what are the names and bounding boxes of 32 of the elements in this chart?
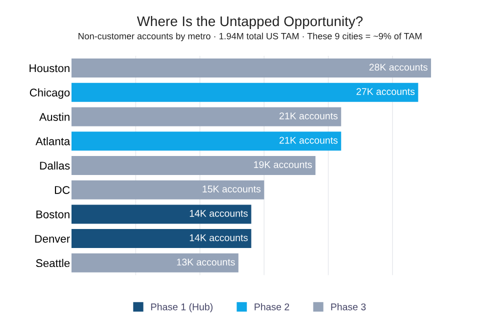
data-label: 13K accounts [177,258,235,266]
y-tick-label: Chicago [30,88,70,99]
bar [72,253,238,272]
y-tick-label: Atlanta [36,137,70,146]
data-label: 15K accounts [202,186,261,192]
legend-label: Phase 1 (Hub) [151,303,212,312]
bar [72,180,264,200]
data-label: 28K accounts [369,64,428,71]
legend-label: Phase 3 [331,303,366,310]
y-tick-label: Boston [36,210,70,218]
data-label: 21K accounts [280,112,338,120]
y-tick-label: Dallas [40,161,70,170]
data-label: 27K accounts [356,88,415,96]
y-tick-label: Austin [39,112,70,121]
data-label: 14K accounts [190,210,248,217]
bar [72,229,252,248]
data-label: 19K accounts [254,161,312,168]
chart-title: Where Is the Untapped Opportunity? [136,16,363,29]
bar [72,82,418,102]
y-tick-label: DC [54,186,70,194]
y-tick-label: Seattle [36,258,70,268]
chart-subtitle: Non-customer accounts by metro · 1.94M total US TAM · These 9 cities = ~9% of TAM [78,32,422,42]
y-tick-label: Denver [35,234,70,243]
data-label: 14K accounts [190,234,248,242]
bar [72,58,432,78]
y-tick-label: Houston [30,64,70,72]
bar [72,107,342,126]
bar [72,156,316,175]
bar [72,132,342,151]
bar [72,204,252,224]
legend-label: Phase 2 [254,303,290,310]
data-label: 21K accounts [280,136,338,144]
